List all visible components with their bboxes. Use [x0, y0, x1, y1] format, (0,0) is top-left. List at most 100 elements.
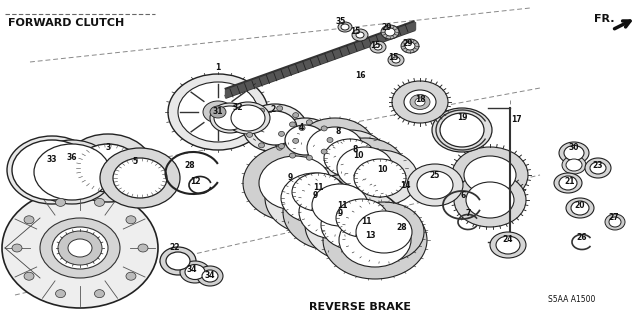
Ellipse shape: [404, 90, 436, 114]
Ellipse shape: [327, 138, 333, 142]
Ellipse shape: [405, 42, 415, 50]
Ellipse shape: [341, 24, 349, 30]
Ellipse shape: [68, 239, 92, 257]
Ellipse shape: [338, 22, 352, 32]
Text: 29: 29: [381, 23, 392, 33]
Ellipse shape: [265, 161, 365, 235]
Ellipse shape: [466, 182, 514, 218]
Text: 32: 32: [233, 103, 243, 113]
Ellipse shape: [178, 82, 258, 142]
Ellipse shape: [76, 144, 140, 192]
Ellipse shape: [259, 156, 331, 210]
Ellipse shape: [312, 130, 388, 186]
Ellipse shape: [559, 176, 577, 190]
Ellipse shape: [276, 106, 283, 111]
Text: 4: 4: [298, 124, 303, 132]
Ellipse shape: [571, 201, 589, 215]
Text: 15: 15: [370, 41, 380, 50]
Text: 34: 34: [187, 266, 197, 275]
Ellipse shape: [253, 111, 297, 145]
Ellipse shape: [321, 126, 327, 131]
Ellipse shape: [490, 232, 526, 258]
Text: 9: 9: [337, 209, 342, 218]
Ellipse shape: [246, 132, 253, 137]
Text: 18: 18: [415, 95, 426, 105]
Text: 16: 16: [355, 70, 365, 79]
Ellipse shape: [339, 213, 411, 267]
Ellipse shape: [289, 122, 296, 127]
Ellipse shape: [126, 216, 136, 224]
Ellipse shape: [496, 236, 520, 254]
Ellipse shape: [40, 218, 120, 278]
Text: 33: 33: [47, 156, 57, 164]
Ellipse shape: [259, 108, 264, 113]
Ellipse shape: [356, 211, 412, 253]
Text: 24: 24: [503, 236, 513, 244]
Ellipse shape: [323, 201, 427, 279]
Ellipse shape: [289, 153, 296, 158]
Text: 13: 13: [365, 230, 375, 239]
Ellipse shape: [275, 118, 335, 162]
Ellipse shape: [95, 290, 104, 298]
Text: 27: 27: [609, 213, 620, 222]
Ellipse shape: [166, 252, 190, 270]
Ellipse shape: [283, 173, 387, 251]
Ellipse shape: [388, 54, 404, 66]
Text: FORWARD CLUTCH: FORWARD CLUTCH: [8, 18, 124, 28]
Ellipse shape: [336, 199, 388, 237]
Ellipse shape: [337, 147, 393, 189]
Ellipse shape: [590, 162, 606, 174]
Ellipse shape: [292, 138, 299, 143]
Text: 17: 17: [511, 116, 522, 124]
Ellipse shape: [352, 29, 368, 41]
Text: 36: 36: [67, 154, 77, 163]
Ellipse shape: [52, 227, 108, 269]
Ellipse shape: [12, 244, 22, 252]
Text: 21: 21: [564, 178, 575, 187]
Text: 22: 22: [170, 244, 180, 252]
Ellipse shape: [278, 131, 285, 136]
Text: 8: 8: [335, 127, 340, 137]
Text: 11: 11: [313, 183, 323, 193]
Text: 29: 29: [403, 38, 413, 47]
Text: 1: 1: [216, 63, 221, 73]
Text: 11: 11: [361, 218, 371, 227]
Ellipse shape: [281, 173, 349, 223]
Text: 12: 12: [189, 178, 200, 187]
Text: 19: 19: [457, 114, 467, 123]
Text: 26: 26: [577, 234, 588, 243]
Ellipse shape: [2, 188, 158, 308]
Ellipse shape: [214, 106, 246, 130]
Text: 9: 9: [312, 190, 317, 199]
Ellipse shape: [452, 147, 528, 203]
Ellipse shape: [356, 32, 364, 38]
Text: 9: 9: [287, 173, 292, 182]
Ellipse shape: [56, 290, 65, 298]
Ellipse shape: [280, 164, 356, 220]
Ellipse shape: [285, 125, 325, 155]
Ellipse shape: [354, 159, 406, 197]
Ellipse shape: [566, 159, 582, 171]
Ellipse shape: [407, 164, 463, 206]
Ellipse shape: [300, 175, 380, 235]
Ellipse shape: [381, 25, 399, 39]
Ellipse shape: [392, 57, 400, 63]
Text: 23: 23: [593, 161, 604, 170]
Ellipse shape: [24, 272, 34, 280]
Ellipse shape: [415, 98, 425, 106]
Text: S5AA A1500: S5AA A1500: [548, 295, 596, 304]
Ellipse shape: [243, 104, 307, 152]
Ellipse shape: [344, 202, 424, 262]
Text: 20: 20: [575, 201, 585, 210]
Ellipse shape: [432, 108, 492, 152]
Text: 10: 10: [377, 165, 387, 174]
Text: 28: 28: [397, 223, 407, 233]
Ellipse shape: [401, 39, 419, 53]
Ellipse shape: [138, 244, 148, 252]
Ellipse shape: [203, 101, 233, 123]
Ellipse shape: [454, 173, 526, 227]
Text: 28: 28: [185, 161, 195, 170]
Text: 35: 35: [336, 18, 346, 27]
Ellipse shape: [299, 125, 305, 131]
Ellipse shape: [292, 173, 344, 211]
